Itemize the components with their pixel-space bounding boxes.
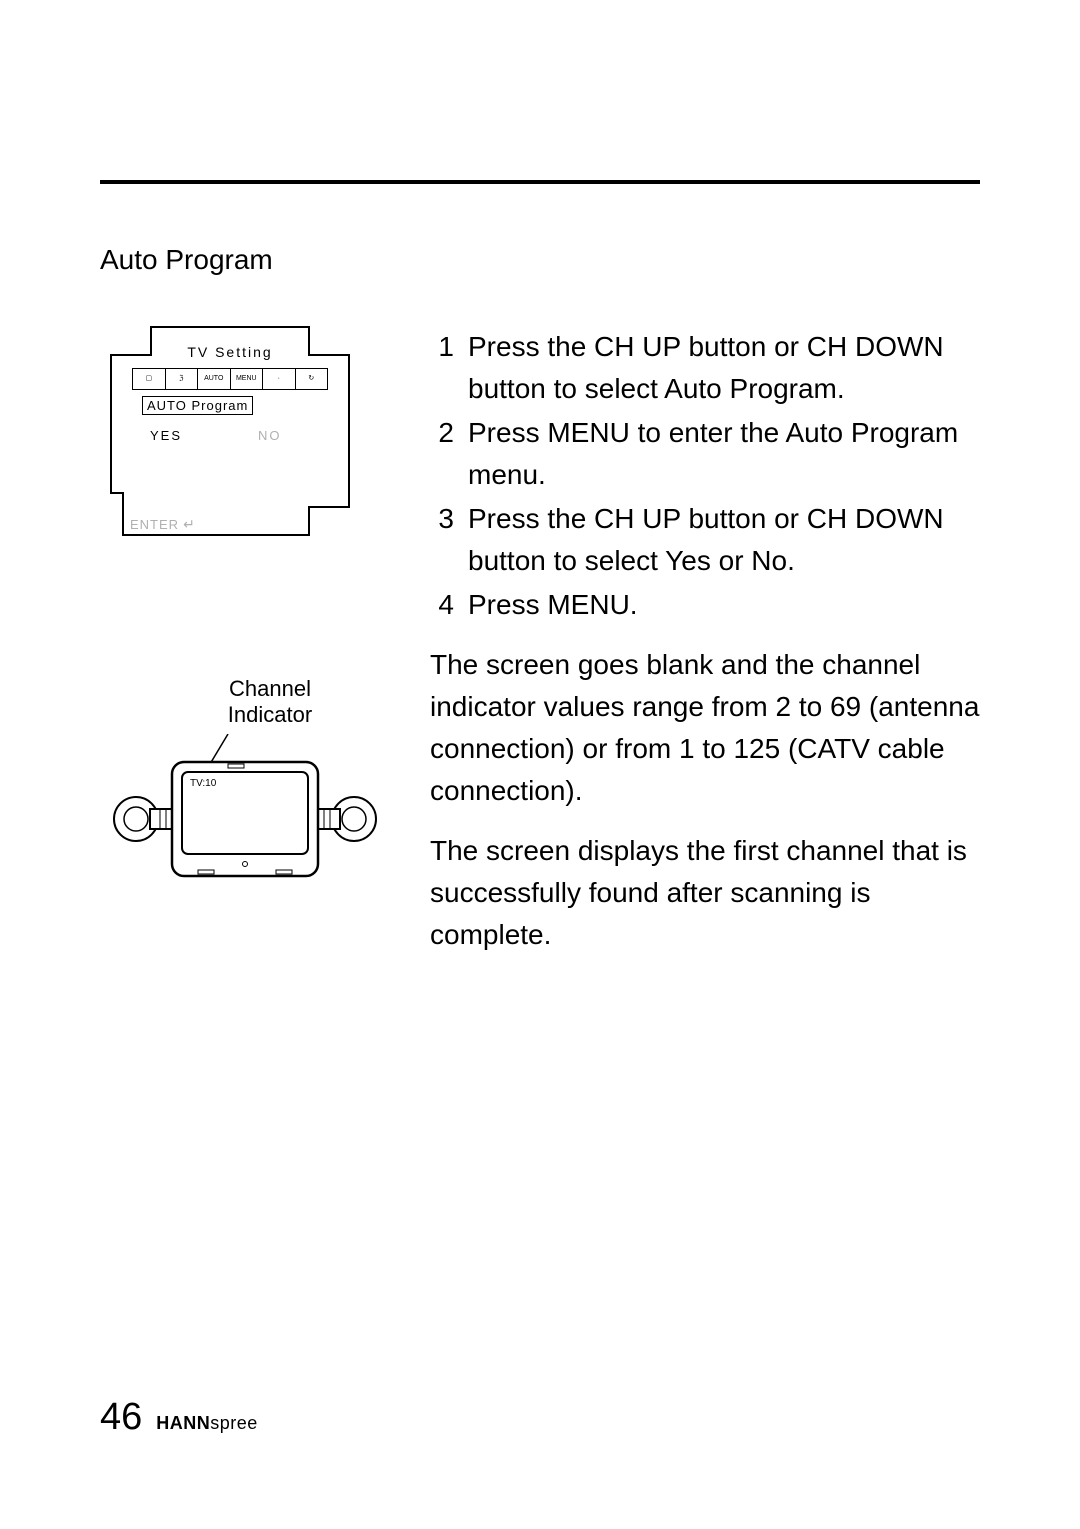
label-line2: Indicator	[228, 702, 312, 727]
step-item: 4 Press MENU.	[430, 584, 980, 626]
osd-corner	[308, 506, 350, 536]
brand-bold: HANN	[156, 1413, 210, 1433]
channel-indicator-label: Channel Indicator	[160, 676, 380, 728]
label-line1: Channel	[229, 676, 311, 701]
step-text: Press the CH UP button or CH DOWN button…	[468, 498, 980, 582]
osd-enter: ENTER	[130, 517, 197, 532]
tv-screen-text: TV:10	[190, 778, 217, 789]
step-number: 1	[430, 326, 454, 410]
step-text: Press MENU.	[468, 584, 980, 626]
osd-corner	[110, 492, 124, 536]
tv-figure: Channel Indicator	[110, 676, 380, 884]
content-row: TV Setting ▢ ℨ AUTO SET MENU SET · ↻ AUT…	[100, 326, 980, 956]
osd-icon: ▢	[133, 369, 166, 389]
step-item: 3 Press the CH UP button or CH DOWN butt…	[430, 498, 980, 582]
osd-icon: AUTO SET	[198, 369, 231, 389]
osd-title: TV Setting	[112, 344, 348, 360]
step-item: 2 Press MENU to enter the Auto Program m…	[430, 412, 980, 496]
page-footer: 46 HANNspree	[100, 1396, 258, 1439]
brand-rest: spree	[210, 1413, 258, 1433]
step-text: Press the CH UP button or CH DOWN button…	[468, 326, 980, 410]
step-text: Press MENU to enter the Auto Program men…	[468, 412, 980, 496]
paragraph: The screen displays the first channel th…	[430, 830, 980, 956]
paragraph: The screen goes blank and the channel in…	[430, 644, 980, 812]
osd-diagram: TV Setting ▢ ℨ AUTO SET MENU SET · ↻ AUT…	[110, 326, 350, 536]
osd-no: NO	[258, 428, 282, 443]
osd-icon: ·	[263, 369, 296, 389]
right-column: 1 Press the CH UP button or CH DOWN butt…	[430, 326, 980, 956]
step-number: 2	[430, 412, 454, 496]
step-number: 3	[430, 498, 454, 582]
steps-list: 1 Press the CH UP button or CH DOWN butt…	[430, 326, 980, 626]
step-number: 4	[430, 584, 454, 626]
enter-arrow-icon	[183, 520, 197, 530]
step-item: 1 Press the CH UP button or CH DOWN butt…	[430, 326, 980, 410]
osd-auto-program-box: AUTO Program	[142, 396, 253, 415]
osd-yes: YES	[150, 428, 182, 443]
osd-icon: ↻	[296, 369, 328, 389]
left-column: TV Setting ▢ ℨ AUTO SET MENU SET · ↻ AUT…	[100, 326, 390, 956]
osd-icon-row: ▢ ℨ AUTO SET MENU SET · ↻	[132, 368, 328, 390]
osd-enter-label: ENTER	[130, 517, 179, 532]
section-title: Auto Program	[100, 244, 980, 276]
osd-icon: ℨ	[166, 369, 199, 389]
tv-outline-icon: TV:10	[110, 734, 380, 884]
page-number: 46	[100, 1396, 142, 1439]
brand-logo: HANNspree	[156, 1413, 258, 1434]
top-rule	[100, 180, 980, 184]
osd-icon: MENU SET	[231, 369, 264, 389]
